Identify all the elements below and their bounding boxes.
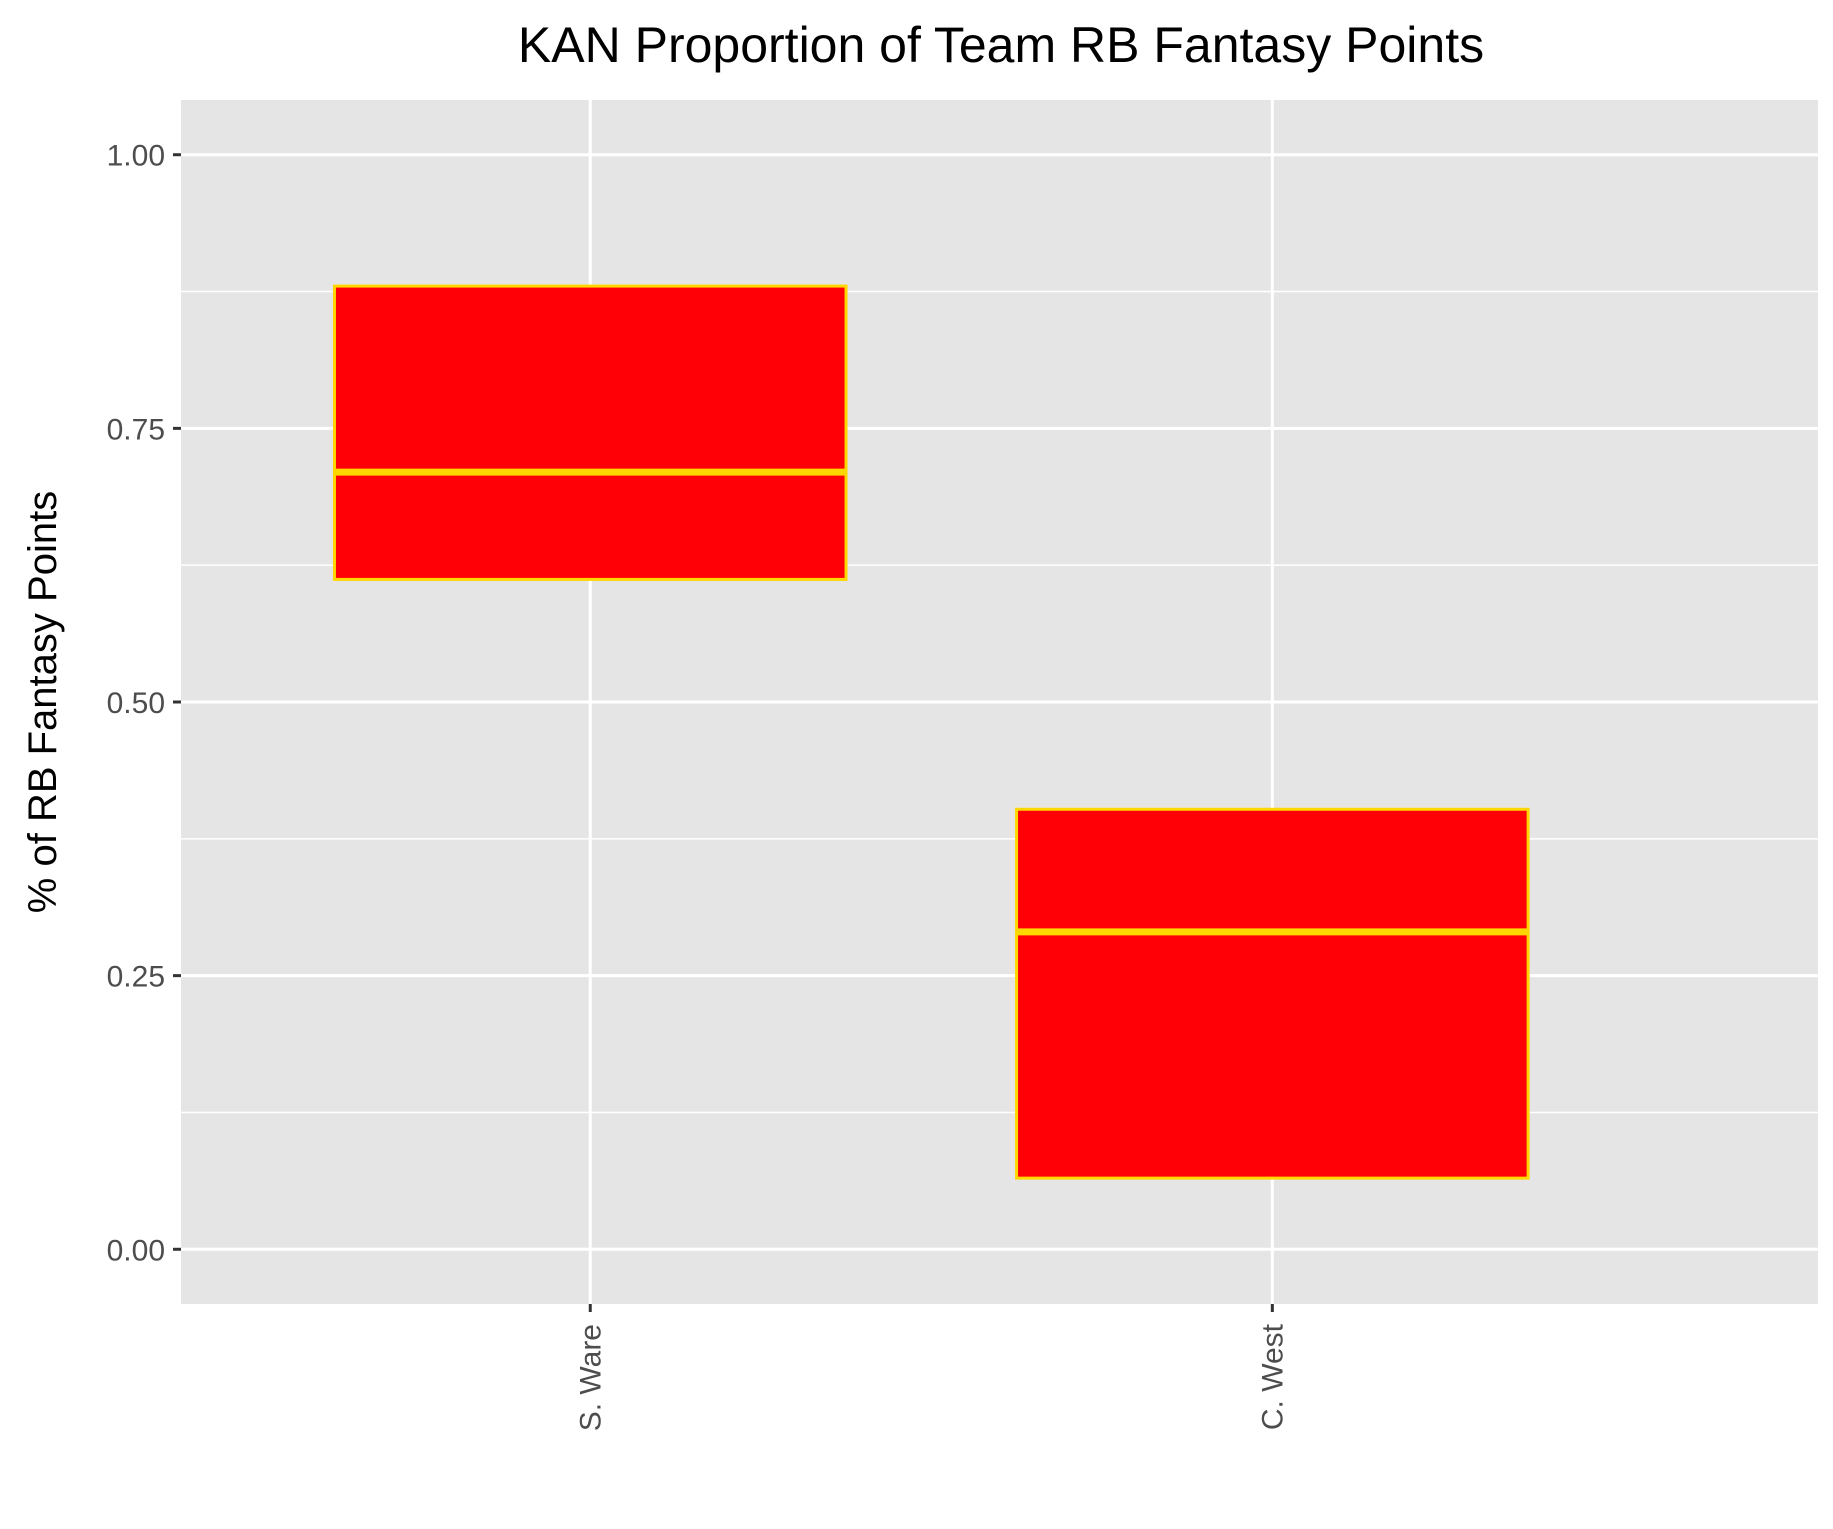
y-axis-label: % of RB Fantasy Points xyxy=(21,491,65,913)
box-s-ware xyxy=(332,284,848,581)
chart-title: KAN Proportion of Team RB Fantasy Points xyxy=(518,17,1484,73)
y-tick-label: 1.00 xyxy=(107,140,165,173)
y-axis: 0.00 0.25 0.50 0.75 1.00 xyxy=(107,140,181,1267)
x-axis: S. Ware C. West xyxy=(574,1304,1289,1431)
y-tick-label: 0.50 xyxy=(107,687,165,720)
boxes xyxy=(332,284,1530,1180)
y-tick-label: 0.75 xyxy=(107,413,165,446)
y-tick-label: 0.00 xyxy=(107,1234,165,1267)
y-tick-label: 0.25 xyxy=(107,961,165,994)
box-c-west xyxy=(1015,807,1530,1180)
x-tick-label: S. Ware xyxy=(574,1324,607,1431)
x-tick-label: C. West xyxy=(1256,1323,1289,1430)
